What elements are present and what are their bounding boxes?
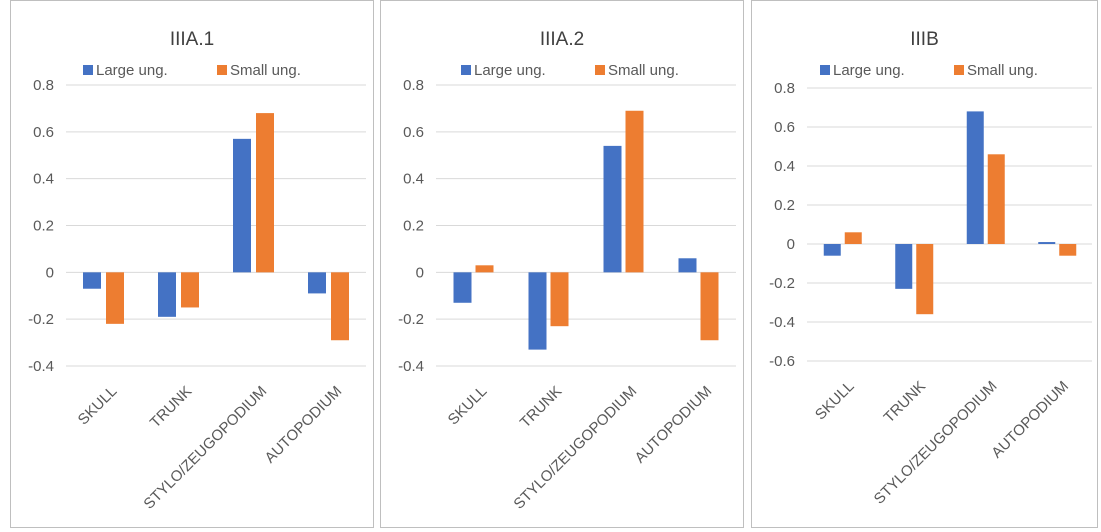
bar: [158, 272, 176, 317]
bar: [987, 154, 1005, 244]
x-tick-label: TRUNK: [881, 378, 930, 427]
legend-label: Small ung.: [230, 62, 301, 79]
bar: [625, 110, 644, 273]
x-tick-label: SKULL: [445, 383, 491, 429]
chart-panel-2: IIIA.2 Large ung. Small ung. 0.8 0.6 0.4 0.2 0 -…: [380, 0, 744, 528]
chart-title: IIIA.2: [540, 29, 584, 50]
bar: [453, 272, 472, 303]
x-tick-label: SKULL: [812, 378, 858, 424]
bar: [895, 244, 913, 289]
y-tick-label: 0.6: [33, 124, 54, 141]
x-tick-label: TRUNK: [517, 383, 566, 432]
legend-swatch: [461, 65, 471, 75]
x-tick-label: STYLO/ZEUGOPODIUM: [871, 378, 1001, 508]
legend-swatch: [217, 65, 227, 75]
legend-swatch: [820, 65, 830, 75]
legend-swatch: [595, 65, 605, 75]
bar: [966, 111, 984, 245]
y-tick-label: 0.2: [774, 197, 795, 214]
legend-label: Large ung.: [96, 62, 168, 79]
bar: [106, 272, 124, 324]
y-tick-label: -0.2: [398, 311, 424, 328]
y-tick-label: 0: [416, 264, 424, 281]
y-tick-label: -0.4: [769, 314, 795, 331]
bar: [83, 272, 101, 289]
y-tick-label: -0.4: [28, 358, 54, 375]
x-tick-label: AUTOPODIUM: [988, 378, 1072, 462]
legend-label: Small ung.: [608, 62, 679, 79]
bar: [550, 272, 569, 327]
y-tick-label: -0.2: [28, 311, 54, 328]
legend-swatch: [83, 65, 93, 75]
y-tick-label: 0.8: [774, 80, 795, 97]
bar: [528, 272, 547, 350]
x-tick-label: TRUNK: [147, 383, 196, 432]
x-tick-label: SKULL: [75, 383, 121, 429]
bar: [331, 272, 349, 341]
legend-swatch: [954, 65, 964, 75]
bar: [475, 265, 494, 273]
bar: [603, 145, 622, 273]
legend-label: Small ung.: [967, 62, 1038, 79]
bar: [1038, 242, 1056, 244]
bar: [308, 272, 326, 294]
x-tick-label: AUTOPODIUM: [262, 383, 346, 467]
y-tick-label: 0.4: [774, 158, 795, 175]
bar: [916, 244, 934, 315]
x-tick-label: STYLO/ZEUGOPODIUM: [510, 383, 640, 513]
bar: [823, 244, 841, 256]
y-tick-label: 0.4: [33, 171, 54, 188]
chart-panel-1: IIIA.1 Large ung. Small ung. 0.8 0.6 0.4 0.2 0 -…: [10, 0, 374, 528]
y-tick-label: 0.6: [774, 119, 795, 136]
chart-title: IIIB: [910, 29, 939, 50]
legend-label: Large ung.: [474, 62, 546, 79]
y-tick-label: 0.2: [403, 218, 424, 235]
legend-label: Large ung.: [833, 62, 905, 79]
y-tick-label: 0.4: [403, 171, 424, 188]
chart-svg: IIIA.2 Large ung. Small ung. 0.8 0.6 0.4 0.2 0 -…: [398, 29, 736, 513]
bar: [1059, 244, 1077, 256]
x-tick-label: STYLO/ZEUGOPODIUM: [140, 383, 270, 513]
y-tick-label: 0.8: [403, 77, 424, 94]
bar: [181, 272, 199, 308]
chart-panel-3: IIIB Large ung. Small ung. 0.8 0.6 0.4 0.2 0 -0.…: [751, 0, 1098, 528]
y-tick-label: 0: [46, 264, 54, 281]
y-tick-label: -0.4: [398, 358, 424, 375]
y-tick-label: 0.2: [33, 218, 54, 235]
y-tick-label: 0.8: [33, 77, 54, 94]
bar: [233, 138, 251, 273]
bar: [678, 258, 697, 273]
y-tick-label: -0.6: [769, 353, 795, 370]
bar: [700, 272, 719, 341]
y-tick-label: 0: [787, 236, 795, 253]
chart-svg: IIIB Large ung. Small ung. 0.8 0.6 0.4 0.2 0 -0.…: [769, 29, 1092, 508]
chart-title: IIIA.1: [170, 29, 214, 50]
bar: [844, 232, 862, 244]
x-tick-label: AUTOPODIUM: [632, 383, 716, 467]
y-tick-label: -0.2: [769, 275, 795, 292]
bar: [256, 113, 274, 273]
y-tick-label: 0.6: [403, 124, 424, 141]
